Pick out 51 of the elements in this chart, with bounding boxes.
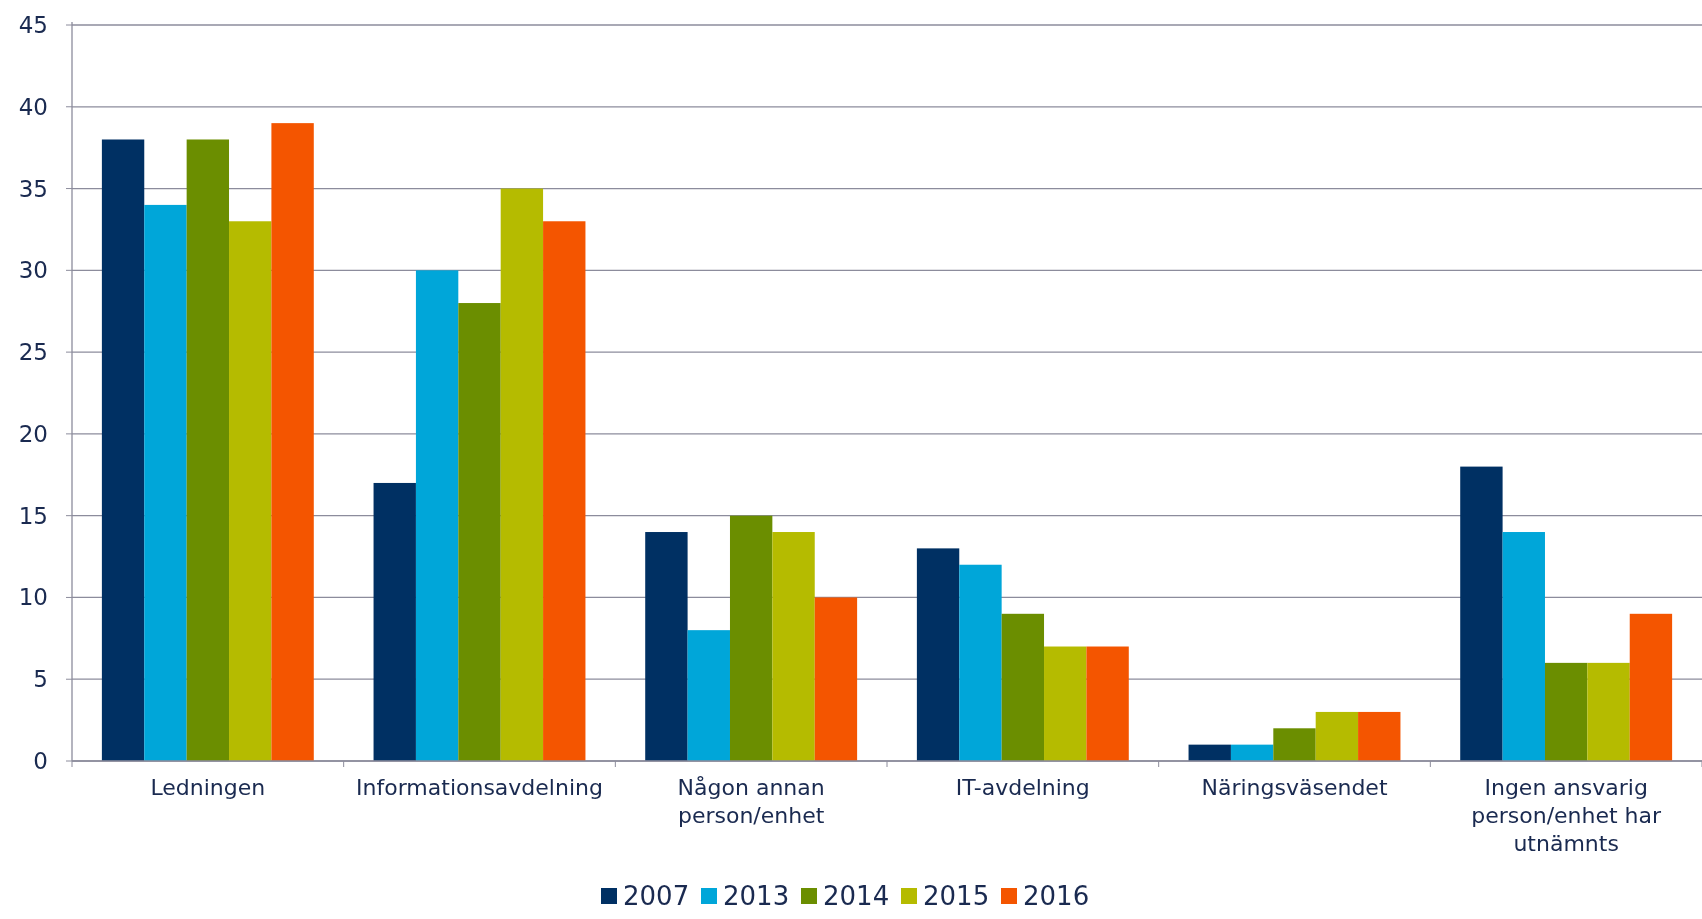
bar xyxy=(916,548,960,761)
x-tick-label: Näringsväsendet xyxy=(1201,775,1388,800)
bar xyxy=(1230,744,1274,761)
bar xyxy=(1315,711,1359,761)
bar xyxy=(1044,646,1087,761)
legend-label: 2015 xyxy=(923,881,990,911)
bar xyxy=(458,303,501,761)
y-tick-label: 20 xyxy=(18,420,48,447)
bar xyxy=(1460,466,1503,761)
legend-label: 2013 xyxy=(723,881,790,911)
bar xyxy=(415,270,459,761)
x-tick-label: Ledningen xyxy=(150,775,266,800)
y-tick-label: 15 xyxy=(18,502,48,529)
y-tick-label: 45 xyxy=(18,12,48,39)
bar xyxy=(687,630,730,761)
bar xyxy=(373,482,416,761)
bar xyxy=(1502,532,1545,761)
x-tick-label: Någon annan person/enhet xyxy=(677,775,825,828)
legend-label: 2016 xyxy=(1023,881,1090,911)
bar xyxy=(101,139,145,761)
y-tick-label: 30 xyxy=(18,257,48,284)
bar xyxy=(500,188,544,761)
legend-label: 2007 xyxy=(623,881,690,911)
bar xyxy=(814,597,858,761)
bar xyxy=(1587,662,1630,761)
bar xyxy=(1086,646,1129,761)
bar xyxy=(186,139,230,761)
bar xyxy=(1188,744,1231,761)
y-tick-label: 40 xyxy=(18,93,48,120)
bar xyxy=(271,123,314,761)
bar xyxy=(772,532,815,761)
x-tick-label: Informationsavdelning xyxy=(356,775,603,800)
bar xyxy=(229,221,272,761)
y-tick-label: 25 xyxy=(18,339,48,366)
y-tick-label: 35 xyxy=(18,175,48,202)
bar xyxy=(1273,728,1316,761)
bar xyxy=(1001,613,1045,761)
bar xyxy=(729,515,773,761)
x-tick-label: IT-avdelning xyxy=(955,775,1090,800)
y-tick-label: 5 xyxy=(33,666,48,693)
bar xyxy=(543,221,586,761)
bar xyxy=(645,532,688,761)
x-tick-label: Ingen ansvarig person/enhet har utnämnts xyxy=(1471,775,1663,856)
legend-label: 2014 xyxy=(823,881,890,911)
y-tick-label: 10 xyxy=(18,584,48,611)
bar xyxy=(1358,711,1401,761)
bar xyxy=(144,204,187,761)
y-tick-label: 0 xyxy=(33,748,48,775)
bar xyxy=(959,564,1002,761)
bar xyxy=(1544,662,1588,761)
bar xyxy=(1629,613,1673,761)
